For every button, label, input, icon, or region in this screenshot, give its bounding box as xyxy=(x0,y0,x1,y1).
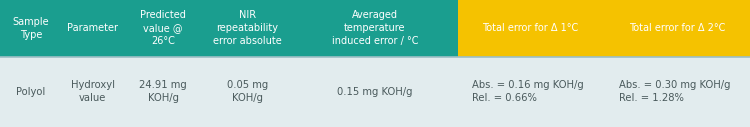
Bar xyxy=(458,0,750,57)
Bar xyxy=(0,0,458,57)
Text: 0.15 mg KOH/g: 0.15 mg KOH/g xyxy=(338,87,412,97)
Text: Polyol: Polyol xyxy=(16,87,45,97)
Bar xyxy=(455,0,458,57)
Text: Hydroxyl
value: Hydroxyl value xyxy=(70,80,115,103)
Text: Total error for Δ 1°C: Total error for Δ 1°C xyxy=(482,23,579,33)
Text: Total error for Δ 2°C: Total error for Δ 2°C xyxy=(628,23,725,33)
Text: 0.05 mg
KOH/g: 0.05 mg KOH/g xyxy=(226,80,268,103)
Text: Abs. = 0.30 mg KOH/g
Rel. = 1.28%: Abs. = 0.30 mg KOH/g Rel. = 1.28% xyxy=(619,80,730,103)
Bar xyxy=(0,57,750,127)
Text: Averaged
temperature
induced error / °C: Averaged temperature induced error / °C xyxy=(332,10,419,46)
Text: Abs. = 0.16 mg KOH/g
Rel. = 0.66%: Abs. = 0.16 mg KOH/g Rel. = 0.66% xyxy=(472,80,584,103)
Text: Parameter: Parameter xyxy=(68,23,118,33)
Text: 24.91 mg
KOH/g: 24.91 mg KOH/g xyxy=(140,80,187,103)
Text: NIR
repeatability
error absolute: NIR repeatability error absolute xyxy=(213,10,282,46)
Text: Sample
Type: Sample Type xyxy=(13,17,49,40)
Text: Predicted
value @
26°C: Predicted value @ 26°C xyxy=(140,10,186,46)
